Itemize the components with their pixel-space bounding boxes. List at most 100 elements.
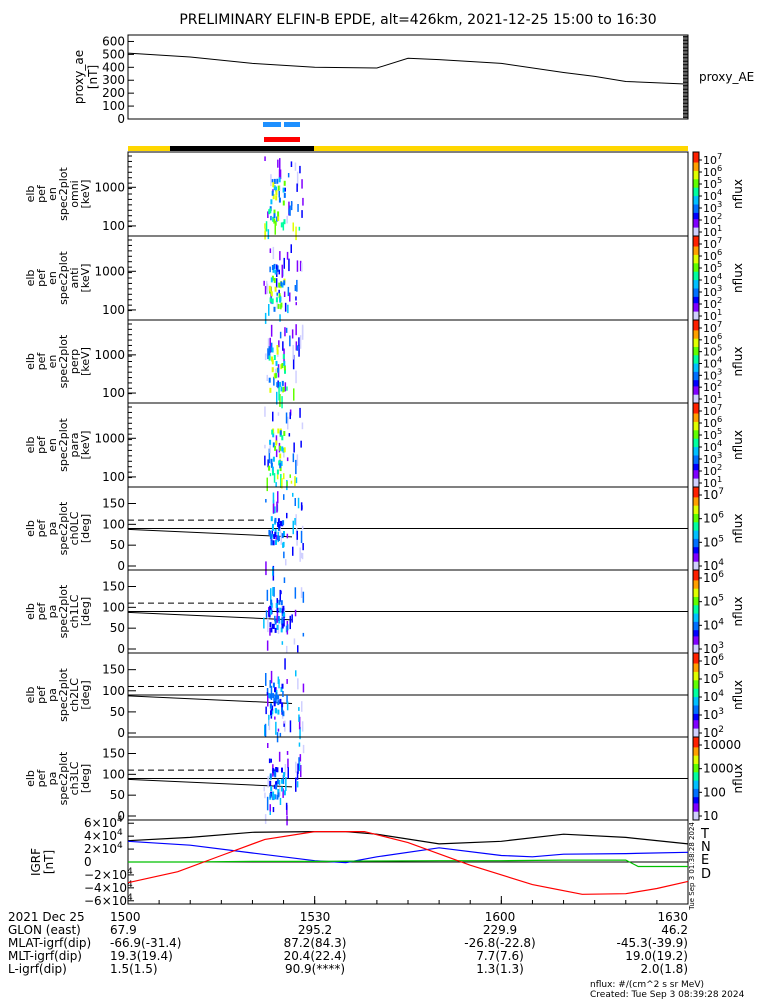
colorbar-cell xyxy=(693,530,699,534)
colorbar-cell xyxy=(693,676,699,679)
spectrogram-cell xyxy=(264,724,266,736)
spectrogram-cell xyxy=(295,514,297,527)
spectrogram-cell xyxy=(284,658,286,670)
colorbar-cell xyxy=(693,156,699,159)
spec-ylabel-3: spec2plot xyxy=(57,418,70,472)
colorbar-cell xyxy=(693,453,699,456)
spectrogram-cell xyxy=(294,609,297,617)
spectrogram-cell xyxy=(278,523,281,529)
spectrogram-cell xyxy=(282,187,285,193)
spectrogram-cell xyxy=(277,159,279,168)
spectrogram-cell xyxy=(273,277,276,283)
spec-ylabel-4: ch3LC xyxy=(68,761,81,795)
colorbar-tick-label: 101 xyxy=(703,474,722,490)
footer-cell: 1630 xyxy=(657,910,688,924)
colorbar-cell xyxy=(693,549,699,552)
spectrogram-cell xyxy=(296,771,299,780)
colorbar-cell xyxy=(693,386,699,389)
spectrogram-cell xyxy=(267,693,269,707)
spec-ylabel-1: pef xyxy=(35,268,48,287)
spectrogram-cell xyxy=(295,302,297,306)
spectrogram-cell xyxy=(265,221,268,232)
spectrogram-cell xyxy=(281,767,283,773)
spectrogram-cell xyxy=(275,278,278,288)
footer-cell: 295.2 xyxy=(298,923,332,937)
spectrogram-cell xyxy=(298,742,301,747)
colorbar-cell xyxy=(693,267,699,271)
colorbar-cell xyxy=(693,507,699,511)
spectrogram-cell xyxy=(270,291,273,297)
colorbar-cell xyxy=(693,472,699,475)
spectrogram-cell xyxy=(269,627,271,636)
spec-loss-cone-solid xyxy=(127,695,293,704)
spectrogram-cell xyxy=(266,589,269,601)
colorbar-cell xyxy=(693,367,699,371)
colorbar-cell xyxy=(693,684,699,688)
colorbar-cell xyxy=(693,179,699,182)
colorbar-cell xyxy=(693,294,699,298)
spectrogram-cell xyxy=(269,439,272,445)
spectrogram-cell xyxy=(272,194,275,200)
colorbar-cell xyxy=(693,468,699,471)
colorbar-tick-label: 104 xyxy=(703,271,722,287)
proxy-ae-ytick-label: 0 xyxy=(117,112,125,126)
spectrogram-cell xyxy=(302,543,304,551)
spectrogram-cell xyxy=(270,277,273,283)
spectrogram-cell xyxy=(286,457,289,462)
spec-ytick-label: 1000 xyxy=(94,348,125,362)
footer-cell: 87.2(84.3) xyxy=(284,936,347,950)
spectrogram-cell xyxy=(301,262,303,272)
spectrogram-cell xyxy=(277,694,280,700)
colorbar-cell xyxy=(693,805,699,809)
proxy-ae-unit: [nT] xyxy=(86,65,100,89)
colorbar-cell xyxy=(693,365,699,369)
spectrogram-cell xyxy=(275,435,278,445)
spectrogram-cell xyxy=(280,600,283,606)
spectrogram-cell xyxy=(263,786,265,792)
spectrogram-cell xyxy=(270,540,273,546)
colorbar-cell xyxy=(693,351,699,354)
colorbar-cell xyxy=(693,221,699,224)
spectrogram-cell xyxy=(301,553,304,560)
colorbar-cell xyxy=(693,615,699,619)
spectrogram-cell xyxy=(278,460,281,466)
colorbar-cell xyxy=(693,309,699,313)
colorbar-cell xyxy=(693,520,699,523)
spectrogram-cell xyxy=(281,478,283,489)
colorbar-cell xyxy=(693,257,699,260)
spectrogram-cell xyxy=(265,673,267,686)
spectrogram-cell xyxy=(273,794,276,800)
proxy-ae-ytick-label: 100 xyxy=(102,99,125,113)
spectrogram-cell xyxy=(273,178,276,184)
spectrogram-cell xyxy=(293,638,296,645)
spectrogram-cell xyxy=(278,197,281,203)
spec-ylabel-4: omni xyxy=(68,180,81,207)
colorbar-cell xyxy=(693,208,699,212)
spectrogram-cell xyxy=(298,716,301,730)
colorbar-tick-label: 104 xyxy=(703,187,722,203)
spectrogram-cell xyxy=(269,443,271,454)
colorbar xyxy=(693,403,699,488)
colorbar-cell xyxy=(693,330,699,333)
spectrogram-cells xyxy=(263,577,305,654)
spec-ylabel-2: en xyxy=(46,438,59,452)
colorbar-cell xyxy=(693,692,699,696)
spectrogram-cell xyxy=(297,204,299,212)
spectrogram-cells xyxy=(264,658,305,743)
spectrogram-cell xyxy=(283,219,286,225)
spectrogram-cell xyxy=(276,779,279,785)
colorbar-label: nflux xyxy=(731,597,745,627)
spectrogram-cell xyxy=(279,169,282,180)
spectrogram-cell xyxy=(278,780,281,786)
spectrogram-cell xyxy=(275,482,277,488)
spectrogram-cell xyxy=(268,693,271,699)
spectrogram-cell xyxy=(283,447,286,453)
spec-ylabel-0: elb xyxy=(24,437,37,454)
spectrogram-cell xyxy=(279,185,281,191)
igrf-legend-D: D xyxy=(701,867,711,882)
footer-cell: 1530 xyxy=(300,910,331,924)
spectrogram-cell xyxy=(276,535,279,541)
spec-ylabel-5: [keV] xyxy=(79,180,92,209)
colorbar-tick-label: 104 xyxy=(703,355,722,371)
red-bar xyxy=(264,137,300,142)
